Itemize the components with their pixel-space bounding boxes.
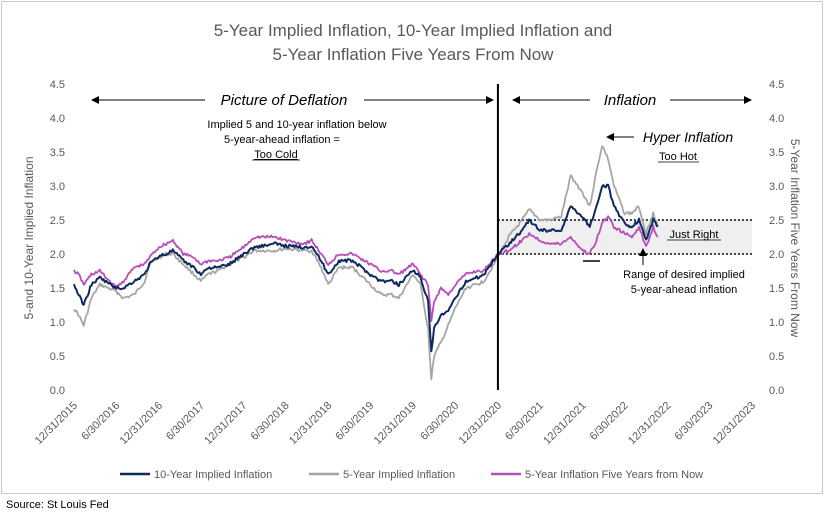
source-note: Source: St Louis Fed	[6, 499, 109, 511]
too-cold-note-line2: 5-year-ahead inflation =	[224, 134, 340, 146]
inflation-chart: 5-Year Implied Inflation, 10-Year Implie…	[22, 21, 802, 481]
too-cold-label: Too Cold	[254, 149, 297, 161]
legend: 10-Year Implied Inflation 5-Year Implied…	[120, 469, 703, 481]
legend-label-5-fwd: 5-Year Inflation Five Years from Now	[525, 469, 703, 481]
deflation-arrowhead-right	[486, 96, 494, 104]
x-tick-15: 6/30/2023	[672, 400, 715, 443]
series-lines	[73, 145, 659, 381]
y-tick-left-2: 1.0	[50, 317, 65, 329]
x-tick-0: 12/31/2015	[33, 400, 80, 447]
inflation-arrowhead-left	[512, 96, 520, 104]
x-tick-16: 12/31/2023	[711, 400, 758, 447]
y-tick-left-0: 0.0	[50, 385, 65, 397]
legend-label-5-year: 5-Year Implied Inflation	[343, 469, 455, 481]
y-tick-right-8: 4.0	[769, 113, 784, 125]
just-right-label: Just Right	[670, 229, 719, 241]
left-y-ticks: 0.0 0.5 1.0 1.5 2.0 2.5 3.0 3.5 4.0 4.5	[50, 79, 65, 397]
x-tick-4: 12/31/2017	[202, 400, 249, 447]
x-tick-10: 12/31/2020	[457, 400, 504, 447]
right-y-ticks: 0.0 0.5 1.0 1.5 2.0 2.5 3.0 3.5 4.0 4.5	[769, 79, 784, 397]
chart-frame: 5-Year Implied Inflation, 10-Year Implie…	[1, 1, 823, 494]
y-tick-left-5: 2.5	[50, 215, 65, 227]
y-tick-left-9: 4.5	[50, 79, 65, 91]
range-arrowhead	[639, 248, 647, 256]
x-tick-9: 6/30/2020	[418, 400, 461, 443]
hyper-arrowhead	[606, 133, 614, 141]
deflation-label: Picture of Deflation	[221, 92, 348, 109]
y-tick-left-7: 3.5	[50, 147, 65, 159]
y-tick-right-2: 1.0	[769, 317, 784, 329]
y-tick-right-9: 4.5	[769, 79, 784, 91]
y-tick-left-8: 4.0	[50, 113, 65, 125]
range-note-line1: Range of desired implied	[623, 269, 745, 281]
x-tick-6: 12/31/2018	[287, 400, 334, 447]
y-tick-right-4: 2.0	[769, 249, 784, 261]
target-band	[497, 220, 752, 254]
series-line-ten-year	[73, 183, 659, 353]
x-tick-2: 12/31/2016	[118, 400, 165, 447]
hyper-inflation-label: Hyper Inflation	[643, 129, 733, 145]
range-note-line2: 5-year-ahead inflation	[631, 284, 737, 296]
x-tick-1: 6/30/2016	[79, 400, 122, 443]
y-tick-left-4: 2.0	[50, 249, 65, 261]
y-tick-right-6: 3.0	[769, 181, 784, 193]
y-tick-right-7: 3.5	[769, 147, 784, 159]
legend-label-10-year: 10-Year Implied Inflation	[154, 469, 272, 481]
x-tick-3: 6/30/2017	[164, 400, 207, 443]
y-tick-left-6: 3.0	[50, 181, 65, 193]
y-tick-right-0: 0.0	[769, 385, 784, 397]
series-line-five-year	[73, 145, 659, 381]
y-tick-left-1: 0.5	[50, 351, 65, 363]
y-tick-right-5: 2.5	[769, 215, 784, 227]
chart-title-line1: 5-Year Implied Inflation, 10-Year Implie…	[214, 21, 613, 40]
y-tick-right-1: 0.5	[769, 351, 784, 363]
x-tick-8: 12/31/2019	[372, 400, 419, 447]
y-tick-left-3: 1.5	[50, 283, 65, 295]
x-tick-14: 12/31/2022	[626, 400, 673, 447]
too-hot-label: Too Hot	[659, 151, 697, 163]
x-tick-12: 12/31/2021	[541, 400, 588, 447]
x-tick-13: 6/30/2022	[588, 400, 631, 443]
y-axis-title-left: 5-and 10-Year Implied Inflation	[22, 157, 36, 320]
series-line-five-fwd	[73, 215, 659, 322]
y-axis-title-right: 5-Year Inflation Five Years From Now	[788, 139, 802, 338]
too-cold-note-line1: Implied 5 and 10-year inflation below	[207, 119, 386, 131]
chart-title-line2: 5-Year Inflation Five Years From Now	[273, 45, 555, 64]
x-tick-7: 6/30/2019	[333, 400, 376, 443]
deflation-arrowhead-left	[91, 96, 99, 104]
y-tick-right-3: 1.5	[769, 283, 784, 295]
inflation-label: Inflation	[604, 92, 657, 109]
x-tick-5: 6/30/2018	[249, 400, 292, 443]
x-tick-11: 6/30/2021	[503, 400, 546, 443]
inflation-arrowhead-right	[744, 96, 752, 104]
x-ticks: 12/31/2015 6/30/201612/31/20166/30/201712…	[33, 400, 758, 447]
